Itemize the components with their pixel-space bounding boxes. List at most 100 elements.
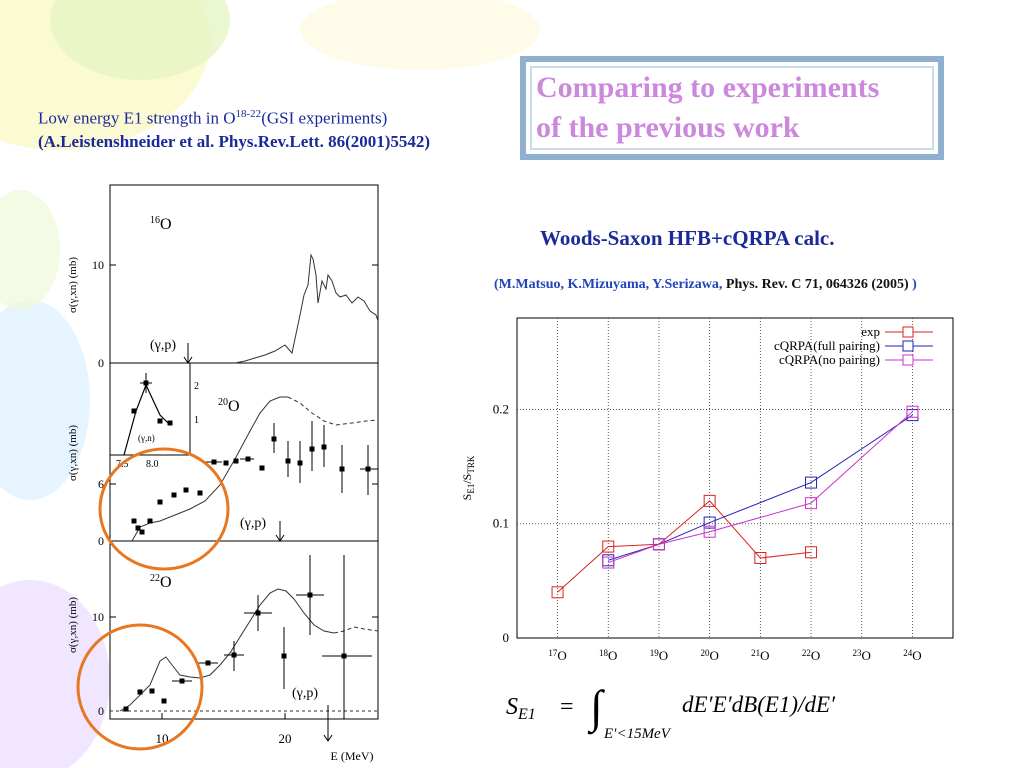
- x-tick-label-24O: 24O: [903, 648, 921, 663]
- bg-blob-green: [50, 0, 230, 80]
- series-line-1: [608, 414, 913, 561]
- grid-lines: [517, 318, 953, 638]
- left-caption-line1: Low energy E1 strength in O18-22(GSI exp…: [38, 108, 387, 129]
- x-tick-label-21O: 21O: [751, 648, 769, 663]
- bg-blob-green-2: [0, 190, 60, 310]
- caption-suffix: (GSI experiments): [261, 108, 388, 128]
- legend-marker-1: [902, 340, 914, 352]
- ylabel-sub2: TRK: [466, 455, 476, 474]
- legend-label-2: cQRPA(no pairing): [779, 352, 880, 367]
- bg-blob-lilac: [0, 580, 110, 768]
- panel-frame-20o: [109, 362, 379, 542]
- highlight-circle-22o: [76, 623, 204, 751]
- p1-ylabel: σ(γ,xn) (mb): [67, 257, 79, 313]
- inset-xtick-2: 8.0: [146, 459, 159, 470]
- calc-reference: (M.Matsuo, K.Mizuyama, Y.Serizawa, Phys.…: [494, 277, 917, 293]
- x-tick-label-20O: 20O: [700, 648, 718, 663]
- slide-title-box: Comparing to experiments of the previous…: [520, 56, 944, 160]
- p2-annotation: (γ,p): [240, 516, 266, 531]
- panel-frame-22o: [109, 540, 379, 720]
- formula-limit: E′<15MeV: [603, 726, 672, 742]
- bg-blob-yellow-2: [300, 0, 540, 70]
- x-tick-label-17O: 17O: [548, 648, 566, 663]
- highlight-circle-20o: [98, 447, 230, 571]
- p3-ylabel: σ(γ,xn) (mb): [67, 597, 79, 653]
- ref-open: (: [494, 277, 499, 292]
- series-2-point-3: [805, 497, 818, 510]
- series-1-point-3: [805, 476, 818, 489]
- series-line-0: [557, 500, 812, 593]
- legend-label-1: cQRPA(full pairing): [774, 338, 880, 353]
- left-caption-line2: (A.Leistenshneider et al. Phys.Rev.Lett.…: [38, 132, 431, 151]
- p3-ytick-10: 10: [92, 610, 104, 624]
- formula-integral: ∫: [587, 681, 605, 735]
- ref-journal: Phys. Rev. C 71, 064326 (2005): [725, 277, 909, 292]
- formula-eq: =: [560, 694, 574, 720]
- legend-marker-2: [902, 354, 914, 366]
- series-2-point-1: [652, 538, 665, 551]
- p3-label: 22O: [150, 573, 172, 591]
- legend-marker-0: [902, 326, 914, 338]
- x-tick-label-19O: 19O: [650, 648, 668, 663]
- ylabel-sub1: E1: [466, 484, 476, 494]
- x-tick-label-22O: 22O: [802, 648, 820, 663]
- calc-title: Woods-Saxon HFB+cQRPA calc.: [540, 226, 835, 250]
- y-axis-label: SE1/STRK: [460, 455, 476, 500]
- inset-points: [131, 373, 173, 426]
- p1-annotation: (γ,p): [150, 338, 176, 353]
- x-ticks: 17O 18O 19O 20O 21O 22O 23O 24O: [548, 648, 921, 663]
- ref-authors: M.Matsuo, K.Mizuyama, Y.Serizawa,: [498, 277, 726, 292]
- xtick-20: 20: [279, 731, 292, 746]
- formula-lhs: SE1: [506, 694, 536, 723]
- p2-ytick-0: 0: [98, 534, 104, 548]
- x-tick-label-23O: 23O: [853, 648, 871, 663]
- series-0-point-4: [754, 552, 767, 564]
- p1-label: 16O: [150, 215, 172, 233]
- ylabel-s: S: [460, 494, 474, 501]
- legend-label-0: exp: [861, 324, 880, 339]
- p1-ytick-10: 10: [92, 258, 104, 272]
- experimental-cross-section-figure: 10 0 6 0 10 0 σ(γ,xn) (mb) σ(γ,xn) (mb) …: [67, 184, 379, 763]
- series-0-point-3: [703, 494, 716, 507]
- p2-ylabel: σ(γ,xn) (mb): [67, 425, 79, 481]
- p2-ytick-6: 6: [98, 477, 104, 491]
- y-tick-label-2: 0.2: [493, 401, 509, 416]
- p2-curve-dashed: [287, 396, 379, 426]
- inset-label: (γ,n): [138, 433, 155, 443]
- series-0-point-1: [602, 540, 615, 553]
- ref-close: ): [908, 277, 917, 292]
- inset-ytick-1: 2: [194, 381, 199, 392]
- p1-ytick-0: 0: [98, 356, 104, 370]
- series-2-point-4: [906, 405, 919, 418]
- series-1-point-2: [703, 516, 716, 529]
- ylabel-slash: /S: [460, 474, 474, 484]
- p3-curve-dashed: [333, 626, 379, 634]
- formula: SE1 = ∫ dE′E′dB(E1)/dE′ E′<15MeV: [506, 681, 836, 742]
- formula-integrand: dE′E′dB(E1)/dE′: [682, 692, 836, 717]
- bg-blob-blue: [0, 300, 90, 500]
- inset-ytick-2: 1: [194, 415, 199, 426]
- series-0-point-0: [551, 586, 564, 599]
- caption-prefix: Low energy E1 strength in O: [38, 108, 236, 128]
- panel-frame-16o: [109, 184, 379, 364]
- series-0-point-5: [805, 546, 818, 559]
- plot-frame: [516, 317, 954, 639]
- p2-label: 20O: [218, 397, 240, 415]
- slide-title: Comparing to experiments of the previous…: [536, 71, 880, 144]
- inset-frame: [109, 362, 191, 456]
- series-group: [551, 405, 919, 599]
- p2-points: [131, 421, 378, 535]
- series-2-point-0: [602, 556, 615, 569]
- x-tick-label-18O: 18O: [599, 648, 617, 663]
- strength-ratio-chart: 00.10.2 17O 18O 19O 20O 21O 22O 23O 24O expcQRP…: [460, 317, 954, 663]
- series-2-point-2: [703, 525, 716, 538]
- y-tick-label-0: 0: [503, 630, 510, 645]
- y-ticks: 0 0.1 0.2: [493, 401, 509, 645]
- series-line-2: [608, 411, 913, 564]
- p3-curve: [119, 588, 335, 712]
- p3-annotation: (γ,p): [292, 686, 318, 701]
- x-axis-label: E (MeV): [331, 749, 374, 763]
- p3-points: [123, 555, 372, 719]
